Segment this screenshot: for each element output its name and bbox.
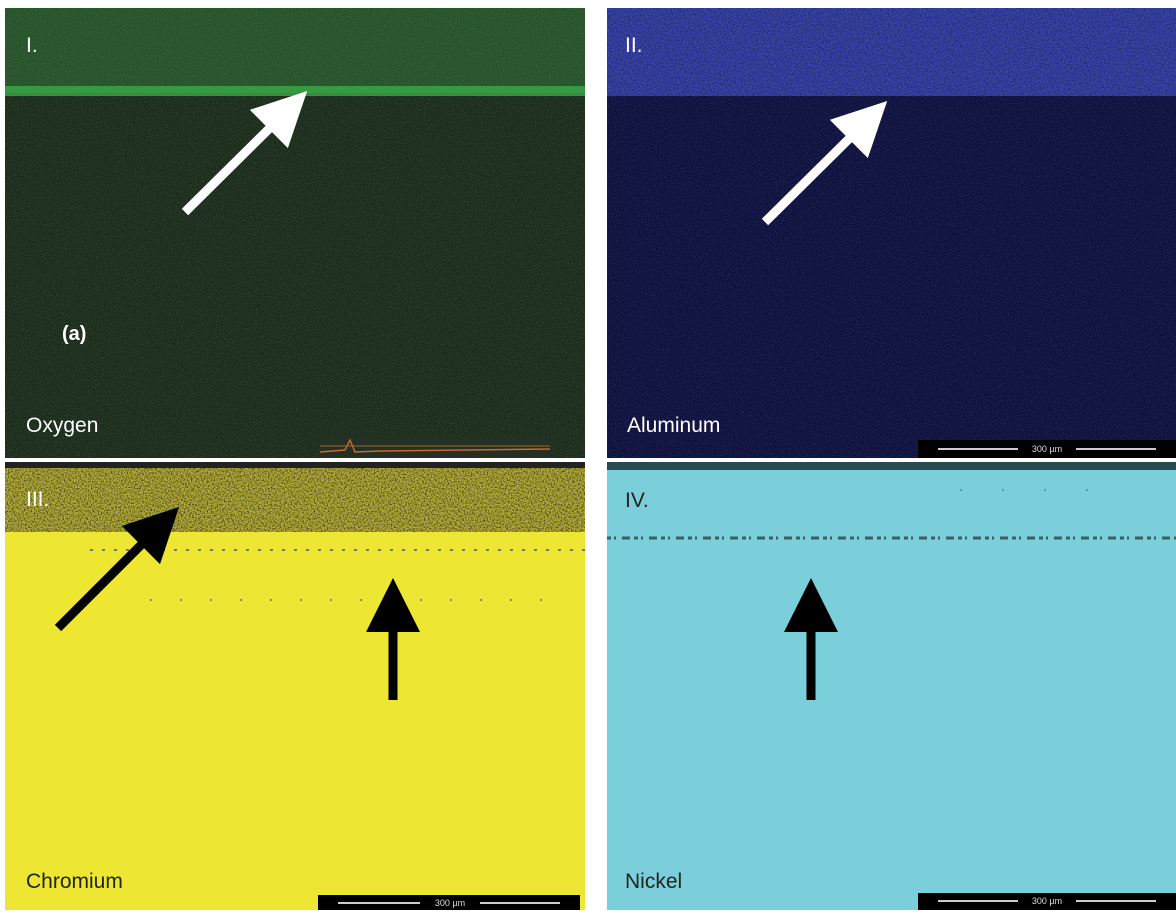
element-name: Aluminum — [627, 414, 720, 437]
element-name: Oxygen — [26, 414, 98, 437]
scale-bar-label: 300 µm — [1032, 896, 1062, 906]
panel-numeral: IV. — [625, 489, 649, 512]
panel-chromium: 300 µm III. Chromium — [5, 462, 585, 910]
panel-numeral: II. — [625, 34, 643, 57]
panel-oxygen: I. (a) Oxygen — [5, 8, 585, 458]
element-name: Chromium — [26, 870, 123, 893]
element-name: Nickel — [625, 870, 682, 893]
panel-numeral: I. — [26, 34, 38, 57]
figure: I. (a) Oxygen 300 µm II. Aluminum 300 µm… — [0, 0, 1176, 910]
panel-label: (a) — [62, 323, 86, 345]
scale-bar-label: 300 µm — [1032, 444, 1062, 454]
panel-nickel: 300 µm IV. Nickel — [607, 462, 1176, 910]
panel-numeral: III. — [26, 488, 49, 511]
scale-bar-label: 300 µm — [435, 898, 465, 908]
panel-aluminum: 300 µm II. Aluminum — [607, 8, 1176, 458]
